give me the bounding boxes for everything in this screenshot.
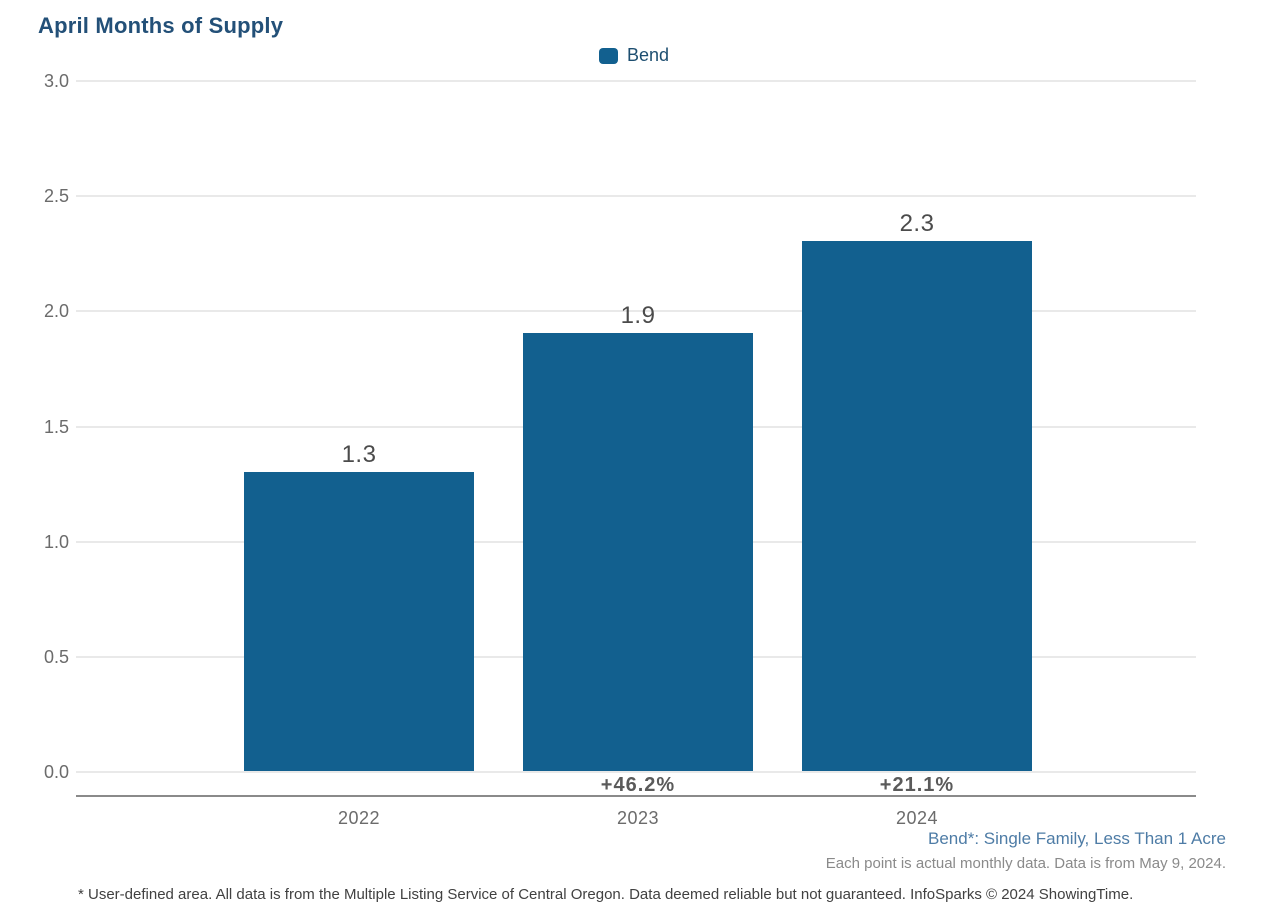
- y-axis-tick-label: 2.5: [43, 186, 69, 206]
- y-axis-tick-label: 1.0: [43, 532, 69, 552]
- legend[interactable]: Bend: [599, 46, 669, 65]
- legend-swatch-bend-icon: [599, 47, 618, 64]
- y-axis-tick-label: 2.0: [43, 301, 69, 321]
- y-axis-tick-label: 0.5: [43, 647, 69, 667]
- bar-value-label: 2.3: [899, 210, 935, 237]
- gridline: [76, 771, 1196, 773]
- x-axis-tick-label: 2024: [895, 808, 939, 828]
- bar-2022[interactable]: [244, 472, 474, 771]
- x-axis-tick-label: 2022: [337, 808, 381, 828]
- x-axis-tick-label: 2023: [616, 808, 660, 828]
- bar-value-label: 1.3: [341, 441, 377, 468]
- gridline: [76, 195, 1196, 197]
- x-axis-line: [76, 795, 1196, 797]
- data-note: Each point is actual monthly data. Data …: [825, 855, 1226, 872]
- bar-2024[interactable]: [802, 241, 1032, 771]
- pct-change-label: +21.1%: [879, 774, 955, 796]
- footnote: * User-defined area. All data is from th…: [78, 886, 1134, 903]
- bar-value-label: 1.9: [620, 302, 656, 329]
- gridline: [76, 80, 1196, 82]
- pct-change-label: +46.2%: [600, 774, 676, 796]
- legend-label-bend: Bend: [627, 45, 670, 65]
- gridline: [76, 310, 1196, 312]
- y-axis-tick-label: 3.0: [43, 71, 69, 91]
- y-axis-tick-label: 0.0: [43, 762, 69, 782]
- series-definition: Bend*: Single Family, Less Than 1 Acre: [928, 829, 1226, 848]
- bar-2023[interactable]: [523, 333, 753, 771]
- chart-title: April Months of Supply: [38, 13, 284, 38]
- y-axis-tick-label: 1.5: [43, 417, 69, 437]
